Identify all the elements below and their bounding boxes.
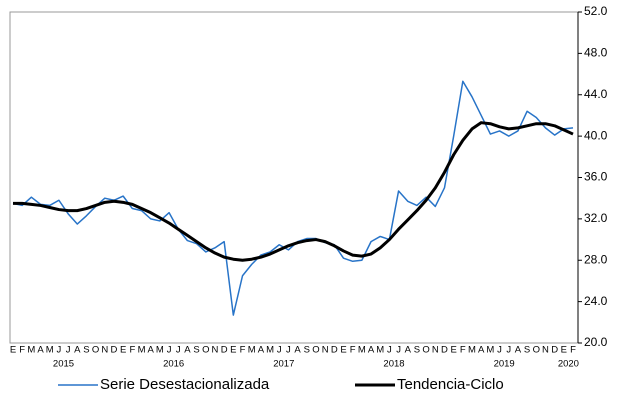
x-tick-label: D [551, 345, 558, 356]
x-tick-label: J [387, 345, 392, 356]
x-tick-label: D [441, 345, 448, 356]
x-tick-label: N [432, 345, 439, 356]
year-label: 2020 [558, 359, 579, 370]
x-tick-label: E [450, 345, 456, 356]
x-tick-label: M [266, 345, 274, 356]
y-tick-label: 52.0 [584, 4, 608, 18]
x-tick-label: M [156, 345, 164, 356]
x-tick-label: E [340, 345, 346, 356]
x-tick-label: S [83, 345, 89, 356]
y-tick-label: 24.0 [584, 294, 608, 308]
x-tick-label: M [27, 345, 35, 356]
x-tick-label: J [396, 345, 401, 356]
x-tick-label: N [542, 345, 549, 356]
x-tick-label: J [167, 345, 172, 356]
x-tick-label: M [468, 345, 476, 356]
x-tick-label: D [221, 345, 228, 356]
series-line [13, 121, 574, 262]
x-tick-label: J [506, 345, 511, 356]
x-tick-label: M [138, 345, 146, 356]
x-tick-label: S [524, 345, 530, 356]
series-line [12, 80, 574, 316]
x-tick-label: S [304, 345, 310, 356]
y-tick-label: 40.0 [584, 128, 608, 142]
year-label: 2015 [53, 359, 74, 370]
y-tick-label: 44.0 [584, 87, 608, 101]
x-tick-label: F [350, 345, 356, 356]
x-tick-label: S [414, 345, 420, 356]
year-label: 2019 [494, 359, 515, 370]
x-tick-label: F [460, 345, 466, 356]
x-tick-label: J [57, 345, 62, 356]
x-tick-label: J [176, 345, 181, 356]
x-tick-label: A [478, 345, 485, 356]
x-tick-label: N [212, 345, 219, 356]
x-tick-label: O [312, 345, 319, 356]
x-tick-label: O [533, 345, 540, 356]
x-tick-label: F [19, 345, 25, 356]
x-tick-label: A [184, 345, 191, 356]
x-tick-label: E [230, 345, 236, 356]
x-tick-label: J [66, 345, 71, 356]
x-tick-label: F [129, 345, 135, 356]
plot-frame [9, 11, 579, 344]
x-tick-label: M [46, 345, 54, 356]
x-tick-label: A [515, 345, 522, 356]
x-tick-label: E [120, 345, 126, 356]
x-tick-label: A [294, 345, 301, 356]
x-tick-label: M [376, 345, 384, 356]
x-tick-label: S [193, 345, 199, 356]
year-label: 2016 [163, 359, 184, 370]
y-tick-label: 48.0 [584, 46, 608, 60]
x-tick-label: A [37, 345, 44, 356]
x-tick-label: N [322, 345, 329, 356]
x-tick-label: A [405, 345, 412, 356]
x-tick-label: J [277, 345, 282, 356]
x-tick-label: F [240, 345, 246, 356]
y-tick-label: 32.0 [584, 211, 608, 225]
x-tick-label: F [570, 345, 576, 356]
x-tick-label: E [10, 345, 16, 356]
y-tick-label: 20.0 [584, 335, 608, 349]
year-label: 2018 [383, 359, 404, 370]
x-tick-label: M [358, 345, 366, 356]
x-tick-label: E [561, 345, 567, 356]
x-tick-label: D [331, 345, 338, 356]
legend-label: Tendencia-Ciclo [397, 376, 504, 393]
y-tick-label: 28.0 [584, 252, 608, 266]
x-tick-label: O [202, 345, 209, 356]
x-tick-label: A [368, 345, 375, 356]
x-tick-label: M [486, 345, 494, 356]
year-label: 2017 [273, 359, 294, 370]
x-tick-label: A [74, 345, 81, 356]
legend-label: Serie Desestacionalizada [100, 376, 270, 393]
x-tick-label: O [422, 345, 429, 356]
x-tick-label: M [248, 345, 256, 356]
x-tick-label: A [148, 345, 155, 356]
x-tick-label: A [258, 345, 265, 356]
x-tick-label: N [101, 345, 108, 356]
y-tick-label: 36.0 [584, 170, 608, 184]
x-tick-label: J [497, 345, 502, 356]
x-tick-label: J [286, 345, 291, 356]
x-tick-label: O [92, 345, 99, 356]
x-tick-label: D [111, 345, 118, 356]
